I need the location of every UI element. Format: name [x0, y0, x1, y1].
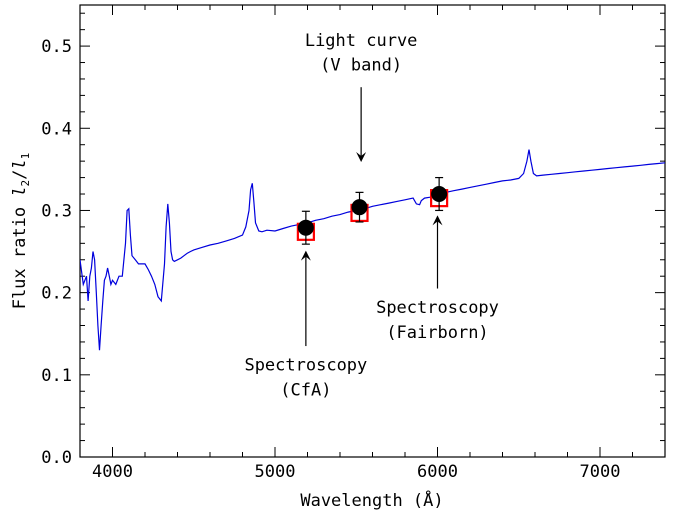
minor-ticks	[79, 5, 666, 457]
spectroscopy-fairborn-label: Spectroscopy	[376, 298, 499, 318]
y-axis-label: Flux ratio l2/l1	[10, 153, 32, 310]
flux-ratio-point	[297, 219, 314, 236]
measurement-points	[296, 176, 449, 245]
spectroscopy-cfa-label: (CfA)	[280, 380, 331, 400]
y-axis: 0.0 0.1 0.2 0.3 0.4 0.5	[41, 37, 665, 468]
x-tick-label: 5000	[255, 462, 296, 482]
flux-ratio-spectrum-line	[80, 149, 665, 351]
y-tick-label: 0.4	[41, 119, 72, 139]
y-tick-label: 0.1	[41, 366, 72, 386]
y-tick-label: 0.0	[41, 448, 72, 468]
light-curve-label: Light curve	[305, 31, 418, 51]
y-tick-label: 0.5	[41, 37, 72, 57]
y-tick-label: 0.3	[41, 201, 72, 221]
x-tick-label: 7000	[580, 462, 621, 482]
x-tick-label: 4000	[92, 462, 133, 482]
y-tick-label: 0.2	[41, 284, 72, 304]
x-tick-label: 6000	[417, 462, 458, 482]
flux-ratio-point	[431, 186, 448, 203]
light-curve-label: (V band)	[320, 56, 402, 76]
spectroscopy-cfa-label: Spectroscopy	[244, 356, 367, 376]
x-axis: 4000 5000 6000 7000	[92, 5, 620, 482]
annotations: Light curve (V band) Spectroscopy (CfA) Spec…	[244, 31, 498, 400]
x-axis-label: Wavelength (Å)	[300, 489, 443, 511]
flux-ratio-point	[351, 199, 368, 216]
spectroscopy-fairborn-label: (Fairborn)	[386, 323, 488, 343]
